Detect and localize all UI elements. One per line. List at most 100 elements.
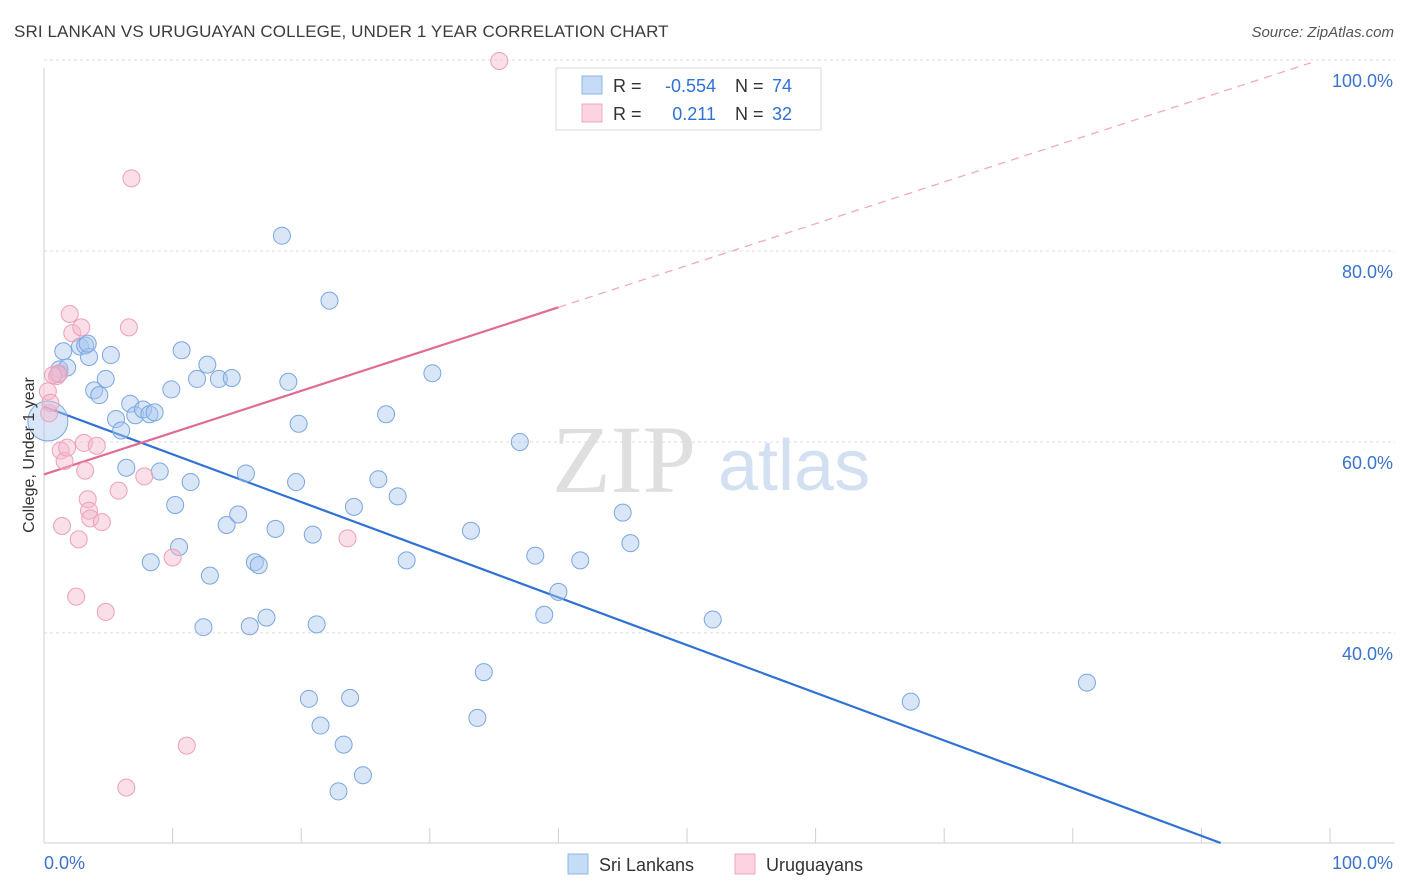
point-uruguayans [50, 364, 69, 383]
point-sri-lankans [188, 369, 207, 388]
legend-swatch-sri-lankans [581, 75, 603, 95]
point-sri-lankans [249, 556, 268, 575]
point-uruguayans [55, 452, 74, 471]
point-sri-lankans [344, 497, 363, 516]
point-sri-lankans [901, 692, 920, 711]
point-sri-lankans [181, 473, 200, 492]
point-sri-lankans [172, 341, 191, 360]
point-sri-lankans [289, 414, 308, 433]
point-sri-lankans [703, 610, 722, 629]
point-sri-lankans [117, 458, 136, 477]
grid-lines [44, 59, 1395, 634]
point-sri-lankans [334, 735, 353, 754]
point-uruguayans [87, 436, 106, 455]
point-sri-lankans [535, 605, 554, 624]
y-axis-label: College, Under 1 year [21, 377, 38, 533]
point-sri-lankans [279, 372, 298, 391]
y-tick-label: 40.0% [1342, 644, 1393, 664]
legend-r-value-2: 0.211 [672, 104, 716, 124]
point-uruguayans [81, 509, 100, 528]
point-sri-lankans [377, 405, 396, 424]
point-sri-lankans [240, 617, 259, 636]
point-sri-lankans [329, 782, 348, 801]
point-sri-lankans [194, 618, 213, 637]
point-sri-lankans [303, 525, 322, 544]
point-sri-lankans [209, 369, 228, 388]
point-sri-lankans [272, 226, 291, 245]
point-sri-lankans [166, 495, 185, 514]
point-uruguayans [96, 602, 115, 621]
source-label: Source: ZipAtlas.com [1251, 24, 1394, 41]
point-uruguayans [92, 513, 111, 532]
point-sri-lankans [621, 534, 640, 553]
legend-n-label-1: N = [735, 76, 764, 96]
point-sri-lankans [353, 766, 372, 785]
point-sri-lankans [257, 608, 276, 627]
chart-title: SRI LANKAN VS URUGUAYAN COLLEGE, UNDER 1… [14, 22, 669, 41]
series-legend-label-sri-lankans: Sri Lankans [599, 855, 694, 875]
point-sri-lankans [461, 521, 480, 540]
trendline-uruguayans [43, 306, 559, 476]
point-uruguayans [60, 304, 79, 323]
series-legend: Sri Lankans Uruguayans [567, 853, 863, 875]
point-sri-lankans [341, 688, 360, 707]
point-sri-lankans [369, 470, 388, 489]
point-sri-lankans [170, 537, 189, 556]
point-sri-lankans [236, 464, 255, 483]
legend-r-label-2: R = [613, 104, 642, 124]
point-sri-lankans [76, 336, 95, 355]
legend-swatch-uruguayans [581, 103, 603, 123]
watermark-atlas: atlas [718, 426, 870, 506]
point-sri-lankans [320, 291, 339, 310]
y-tick-label: 60.0% [1342, 453, 1393, 473]
legend-n-value-2: 32 [772, 104, 792, 124]
point-uruguayans [338, 529, 357, 548]
point-uruguayans [177, 736, 196, 755]
point-uruguayans [117, 778, 136, 797]
point-sri-lankans [613, 503, 632, 522]
point-sri-lankans [200, 566, 219, 585]
point-uruguayans [163, 548, 182, 567]
point-uruguayans [38, 382, 57, 401]
watermark-zip: ZIP [552, 406, 696, 513]
data-points [27, 51, 1096, 801]
stats-legend: R = -0.554 N = 74 R = 0.211 N = 32 [555, 67, 822, 131]
point-sri-lankans [1077, 673, 1096, 692]
point-uruguayans [122, 169, 141, 188]
point-uruguayans [109, 481, 128, 500]
axes [43, 68, 1395, 844]
point-sri-lankans [222, 368, 241, 387]
point-sri-lankans [388, 487, 407, 506]
point-sri-lankans [145, 403, 164, 422]
y-tick-label: 100.0% [1332, 71, 1393, 91]
series-legend-swatch-uruguayans [734, 853, 756, 875]
point-uruguayans [490, 51, 509, 70]
point-sri-lankans [311, 716, 330, 735]
trendline-uruguayans-extension [558, 62, 1311, 308]
x-tick-label-max: 100.0% [1332, 853, 1393, 873]
point-uruguayans [69, 530, 88, 549]
point-uruguayans [67, 587, 86, 606]
point-sri-lankans [307, 615, 326, 634]
point-uruguayans [76, 461, 95, 480]
point-uruguayans [72, 318, 91, 337]
point-uruguayans [53, 516, 72, 535]
point-uruguayans [44, 366, 63, 385]
point-sri-lankans [526, 546, 545, 565]
point-sri-lankans [96, 369, 115, 388]
point-uruguayans [80, 501, 99, 520]
point-uruguayans [41, 393, 60, 412]
point-sri-lankans [112, 421, 131, 440]
point-sri-lankans [54, 342, 73, 361]
point-sri-lankans [229, 505, 248, 524]
point-sri-lankans [474, 663, 493, 682]
legend-r-label-1: R = [613, 76, 642, 96]
series-legend-swatch-sri-lankans [567, 853, 589, 875]
point-sri-lankans [423, 364, 442, 383]
point-sri-lankans [198, 355, 217, 374]
point-sri-lankans [162, 380, 181, 399]
point-sri-lankans [266, 519, 285, 538]
point-sri-lankans [141, 553, 160, 572]
legend-n-label-2: N = [735, 104, 764, 124]
